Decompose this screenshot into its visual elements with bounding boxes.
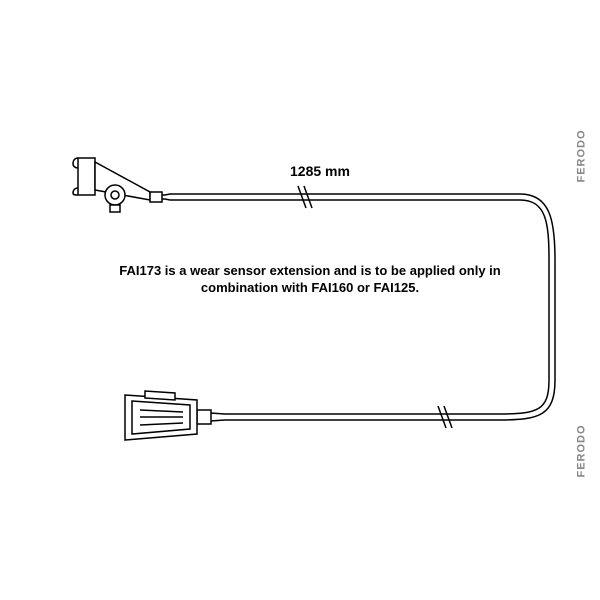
break-symbol-bottom xyxy=(438,406,452,428)
connector-plug xyxy=(125,391,225,440)
dimension-label: 1285 mm xyxy=(290,163,350,179)
cable-curve-right xyxy=(500,194,555,420)
diagram-canvas: 1285 mm FAI173 is a wear sensor extensio… xyxy=(0,0,600,600)
brand-label-top: FERODO xyxy=(575,129,587,182)
break-symbol-top xyxy=(298,186,312,208)
cable-bottom xyxy=(225,414,500,420)
description-text: FAI173 is a wear sensor extension and is… xyxy=(90,263,530,297)
cable-top xyxy=(150,192,520,202)
wiring-diagram-svg xyxy=(0,0,600,600)
description-line-1: FAI173 is a wear sensor extension and is… xyxy=(119,263,500,278)
brand-label-bottom: FERODO xyxy=(575,424,587,477)
description-line-2: combination with FAI160 or FAI125. xyxy=(201,280,419,295)
sensor-bracket xyxy=(73,158,150,212)
